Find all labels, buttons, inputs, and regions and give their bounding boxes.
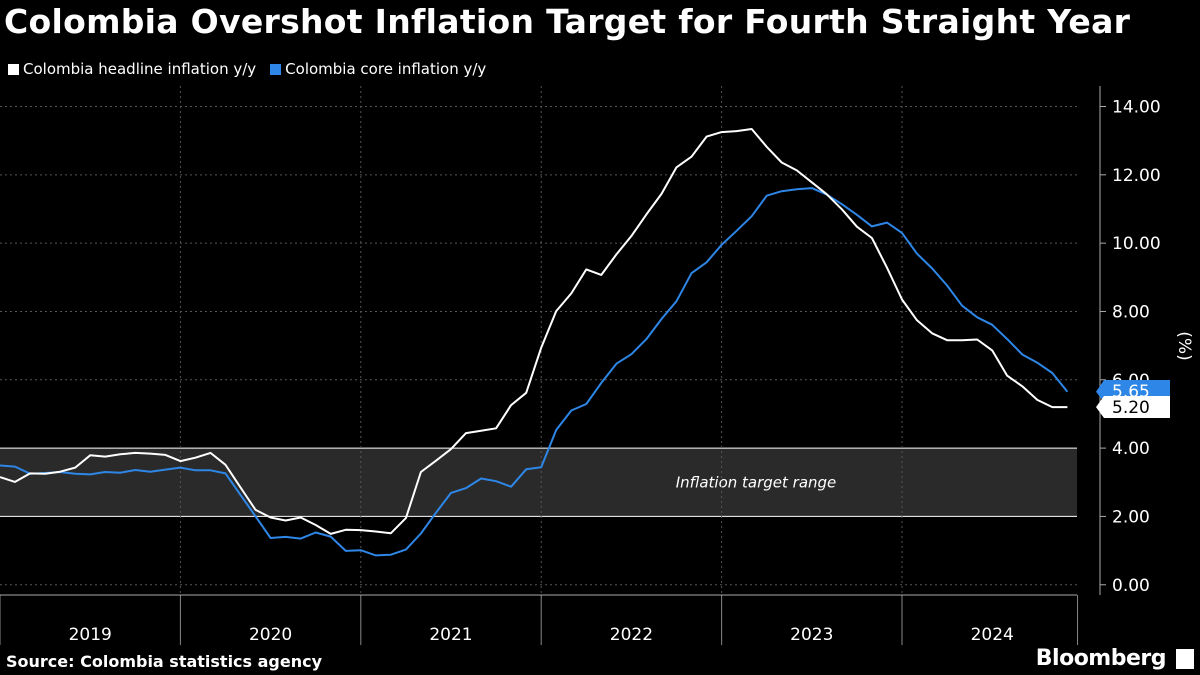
end-label-headline-text: 5.20: [1112, 398, 1150, 418]
chart-title: Colombia Overshot Inflation Target for F…: [4, 2, 1131, 41]
end-label-headline-box: [1096, 396, 1170, 418]
end-labels: 5.655.20: [1096, 380, 1170, 418]
x-tick-label: 2020: [249, 625, 292, 645]
series-lines: [0, 128, 1069, 557]
legend-swatch-headline: [8, 63, 19, 75]
legend-item-core: Colombia core inflation y/y: [270, 60, 486, 78]
y-tick-label: 8.00: [1112, 302, 1150, 322]
y-tick-label: 10.00: [1112, 234, 1161, 254]
legend: Colombia headline inflation y/y Colombia…: [8, 60, 486, 78]
y-tick-label: 4.00: [1112, 439, 1150, 459]
x-tick-label: 2023: [790, 625, 833, 645]
legend-label-headline: Colombia headline inflation y/y: [23, 60, 257, 78]
y-tick-label: 14.00: [1112, 97, 1161, 117]
gridlines: [0, 86, 1077, 595]
bloomberg-icon: [1176, 649, 1194, 669]
series-line-core: [0, 187, 1069, 557]
y-tick-label: 2.00: [1112, 507, 1150, 527]
x-tick-label: 2021: [429, 625, 472, 645]
legend-swatch-core: [270, 63, 282, 75]
x-tick-label: 2022: [610, 625, 653, 645]
x-tick-label: 2024: [971, 625, 1014, 645]
axes: 14.0012.0010.008.006.004.002.000.0020192…: [0, 86, 1161, 645]
y-tick-label: 12.00: [1112, 166, 1161, 186]
y-tick-label: 0.00: [1112, 576, 1150, 596]
bloomberg-logo: Bloomberg: [1035, 646, 1167, 671]
legend-label-core: Colombia core inflation y/y: [285, 60, 487, 78]
legend-item-headline: Colombia headline inflation y/y: [8, 60, 256, 78]
target-band: [0, 448, 1077, 517]
series-line-headline: [0, 128, 1068, 535]
x-tick-label: 2019: [69, 625, 112, 645]
y-axis-label: (%): [1174, 331, 1194, 360]
band-label: Inflation target range: [676, 473, 837, 491]
source-note: Source: Colombia statistics agency: [6, 652, 323, 671]
